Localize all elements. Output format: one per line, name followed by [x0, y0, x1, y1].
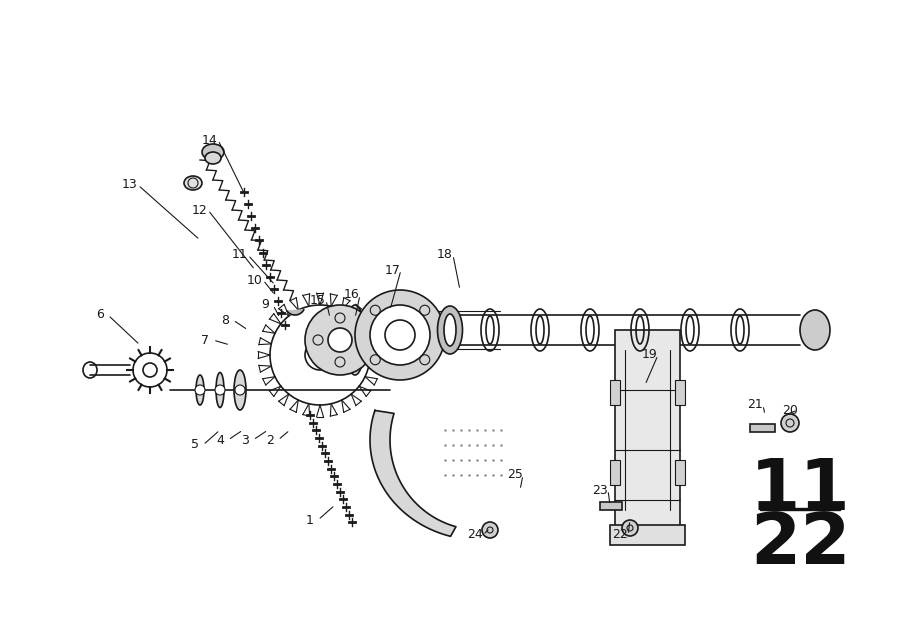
Text: 15: 15: [310, 293, 326, 307]
Circle shape: [781, 414, 799, 432]
FancyBboxPatch shape: [675, 380, 685, 405]
Ellipse shape: [234, 370, 246, 410]
Text: 13: 13: [122, 178, 138, 192]
Text: 1: 1: [306, 514, 314, 526]
Circle shape: [195, 385, 205, 395]
Bar: [600, 502, 622, 510]
Text: 8: 8: [221, 314, 229, 326]
Bar: [615, 330, 680, 530]
Text: 11: 11: [232, 248, 248, 262]
Ellipse shape: [444, 314, 456, 346]
Ellipse shape: [800, 310, 830, 350]
Text: 2: 2: [266, 434, 274, 446]
FancyBboxPatch shape: [610, 460, 620, 485]
Circle shape: [622, 520, 638, 536]
Text: 9: 9: [261, 298, 269, 312]
Ellipse shape: [205, 152, 221, 164]
Text: 22: 22: [750, 511, 850, 580]
Text: 11: 11: [750, 455, 850, 525]
Text: 21: 21: [747, 399, 763, 411]
Text: 14: 14: [202, 133, 218, 147]
Text: 17: 17: [385, 264, 400, 276]
FancyBboxPatch shape: [675, 460, 685, 485]
Text: 16: 16: [344, 288, 360, 302]
Polygon shape: [370, 410, 456, 537]
Text: 3: 3: [241, 434, 249, 446]
Circle shape: [235, 385, 245, 395]
Circle shape: [355, 290, 445, 380]
Text: 5: 5: [191, 439, 199, 451]
Circle shape: [328, 328, 352, 352]
Ellipse shape: [196, 375, 204, 405]
Text: 25: 25: [507, 469, 523, 481]
Ellipse shape: [216, 373, 224, 408]
Text: 10: 10: [248, 274, 263, 286]
Text: 7: 7: [201, 333, 209, 347]
Circle shape: [343, 328, 367, 352]
Text: 12: 12: [192, 203, 208, 217]
Bar: [760, 508, 840, 510]
Bar: [750, 424, 775, 432]
Ellipse shape: [184, 176, 202, 190]
Text: 23: 23: [592, 483, 608, 497]
Polygon shape: [287, 310, 304, 315]
Ellipse shape: [437, 306, 463, 354]
Text: 6: 6: [96, 309, 104, 321]
Text: 18: 18: [437, 248, 453, 262]
Circle shape: [370, 305, 430, 365]
Text: 19: 19: [642, 349, 658, 361]
Circle shape: [215, 385, 225, 395]
Text: 24: 24: [467, 528, 483, 542]
Text: 4: 4: [216, 434, 224, 446]
Bar: [610, 525, 685, 545]
Circle shape: [305, 305, 375, 375]
Ellipse shape: [345, 305, 365, 375]
Text: 22: 22: [612, 528, 628, 542]
Circle shape: [482, 522, 498, 538]
FancyBboxPatch shape: [610, 380, 620, 405]
Ellipse shape: [202, 144, 224, 160]
Text: 20: 20: [782, 403, 798, 417]
